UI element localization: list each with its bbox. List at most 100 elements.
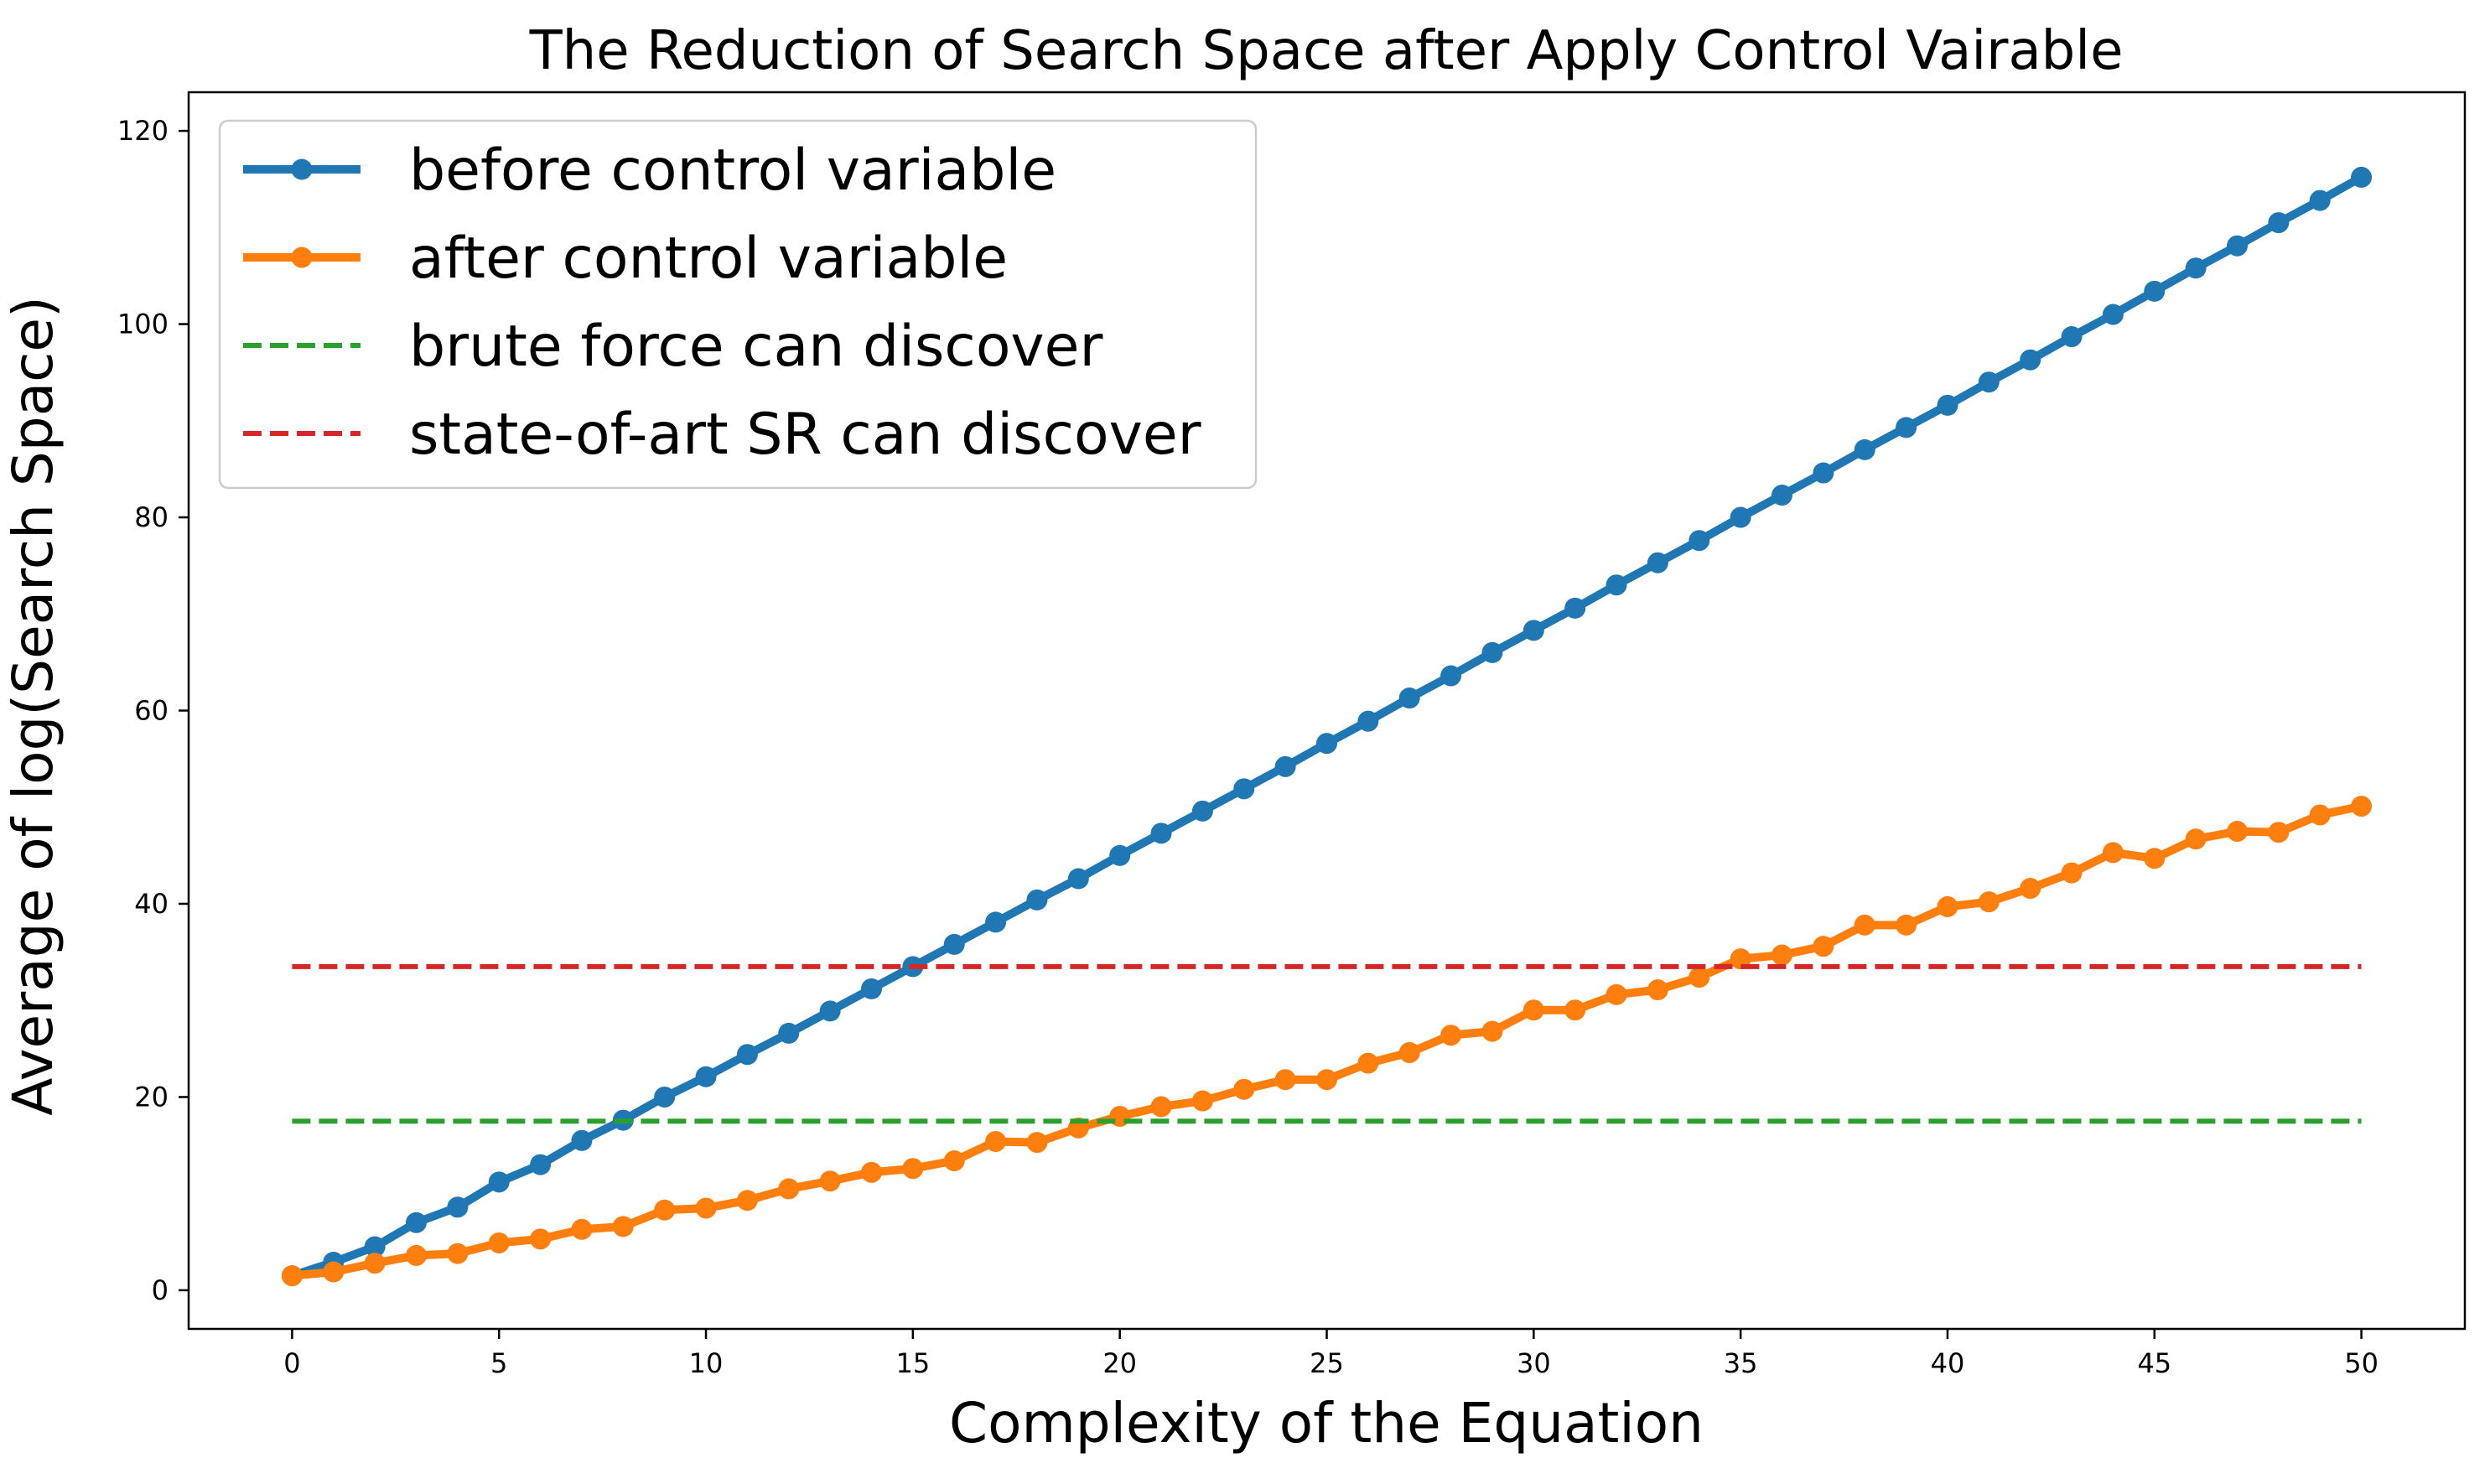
- data-point-before-control-variable: [1233, 778, 1255, 800]
- y-tick-label: 100: [117, 309, 169, 340]
- data-point-after-control-variable: [1481, 1020, 1503, 1042]
- data-point-after-control-variable: [1233, 1078, 1255, 1100]
- data-point-before-control-variable: [1606, 574, 1627, 596]
- data-point-before-control-variable: [1854, 438, 1875, 460]
- data-point-before-control-variable: [2102, 304, 2124, 325]
- data-point-after-control-variable: [447, 1243, 469, 1264]
- data-point-before-control-variable: [1026, 889, 1048, 911]
- data-point-before-control-variable: [2020, 349, 2041, 371]
- x-tick-label: 35: [1724, 1347, 1758, 1379]
- data-point-before-control-variable: [1523, 620, 1544, 641]
- series-before-control-variable: [281, 166, 2373, 1287]
- data-point-after-control-variable: [1772, 944, 1792, 966]
- y-tick-label: 60: [134, 695, 169, 727]
- y-axis: 0 20 40 60 80 100 120: [117, 115, 189, 1306]
- data-point-after-control-variable: [1150, 1096, 1172, 1118]
- data-point-before-control-variable: [406, 1212, 427, 1233]
- data-point-before-control-variable: [1978, 371, 2000, 393]
- data-point-before-control-variable: [1357, 710, 1379, 732]
- legend-items: before control variable after control var…: [243, 138, 1201, 468]
- data-point-before-control-variable: [2061, 326, 2083, 348]
- x-tick-label: 5: [490, 1347, 507, 1379]
- data-point-after-control-variable: [2102, 842, 2124, 864]
- data-point-before-control-variable: [364, 1236, 386, 1258]
- data-point-after-control-variable: [2309, 804, 2331, 826]
- x-tick-label: 25: [1310, 1347, 1344, 1379]
- y-tick-label: 40: [134, 888, 169, 920]
- data-point-before-control-variable: [1564, 597, 1586, 619]
- data-point-after-control-variable: [1689, 967, 1710, 988]
- data-point-after-control-variable: [654, 1199, 676, 1221]
- x-axis-title: Complexity of the Equation: [949, 1391, 1704, 1455]
- x-axis: 0 5 10 15 20 25 30 35 40 45 50: [283, 1329, 2378, 1379]
- data-point-after-control-variable: [1854, 914, 1875, 936]
- data-point-after-control-variable: [2351, 796, 2373, 817]
- data-point-after-control-variable: [1440, 1025, 1462, 1046]
- x-tick-label: 30: [1517, 1347, 1551, 1379]
- data-point-before-control-variable: [736, 1044, 758, 1066]
- data-point-after-control-variable: [778, 1178, 800, 1200]
- data-point-before-control-variable: [1689, 530, 1710, 552]
- data-point-before-control-variable: [1730, 506, 1751, 528]
- data-point-before-control-variable: [1647, 552, 1668, 573]
- data-point-before-control-variable: [571, 1129, 593, 1151]
- legend-label: brute force can discover: [409, 314, 1102, 380]
- series-after-control-variable: [281, 796, 2373, 1287]
- data-point-after-control-variable: [1357, 1052, 1379, 1074]
- data-point-after-control-variable: [2185, 828, 2207, 850]
- data-point-after-control-variable: [530, 1228, 552, 1250]
- data-point-after-control-variable: [1523, 999, 1544, 1021]
- data-point-after-control-variable: [736, 1190, 758, 1212]
- data-point-before-control-variable: [1316, 733, 1337, 755]
- data-point-before-control-variable: [695, 1066, 717, 1087]
- data-point-before-control-variable: [819, 1000, 841, 1022]
- data-point-after-control-variable: [281, 1265, 303, 1287]
- data-point-after-control-variable: [2268, 822, 2290, 843]
- data-point-before-control-variable: [2185, 257, 2207, 279]
- data-point-after-control-variable: [1274, 1069, 1296, 1091]
- data-point-after-control-variable: [1896, 914, 1917, 936]
- data-point-after-control-variable: [985, 1130, 1007, 1152]
- data-point-after-control-variable: [2061, 862, 2083, 884]
- y-tick-label: 120: [117, 115, 169, 147]
- legend-marker: [291, 158, 313, 180]
- legend-item-after-control-variable: after control variable: [243, 226, 1008, 292]
- data-point-before-control-variable: [1150, 822, 1172, 844]
- data-point-after-control-variable: [1191, 1090, 1213, 1112]
- data-point-after-control-variable: [488, 1232, 510, 1253]
- x-tick-label: 20: [1102, 1347, 1137, 1379]
- legend-label: after control variable: [409, 226, 1008, 292]
- x-tick-label: 45: [2137, 1347, 2171, 1379]
- data-point-before-control-variable: [2351, 166, 2373, 188]
- data-point-before-control-variable: [943, 933, 965, 955]
- data-point-after-control-variable: [695, 1197, 717, 1219]
- data-point-before-control-variable: [985, 911, 1007, 933]
- data-point-after-control-variable: [861, 1161, 882, 1183]
- data-point-before-control-variable: [2309, 189, 2331, 211]
- data-point-after-control-variable: [2144, 848, 2166, 869]
- data-point-after-control-variable: [902, 1158, 924, 1180]
- data-point-after-control-variable: [1398, 1041, 1420, 1063]
- data-point-before-control-variable: [488, 1171, 510, 1193]
- data-point-after-control-variable: [1978, 891, 2000, 913]
- data-point-before-control-variable: [778, 1022, 800, 1044]
- legend: before control variable after control var…: [218, 119, 1258, 490]
- x-tick-label: 0: [283, 1347, 300, 1379]
- data-point-before-control-variable: [1067, 868, 1089, 890]
- data-point-before-control-variable: [1813, 462, 1834, 484]
- data-point-after-control-variable: [323, 1261, 345, 1283]
- data-point-after-control-variable: [406, 1244, 427, 1266]
- y-tick-label: 80: [134, 501, 169, 533]
- legend-box: [218, 119, 1258, 490]
- data-point-before-control-variable: [1481, 641, 1503, 663]
- data-point-before-control-variable: [1274, 755, 1296, 777]
- data-point-before-control-variable: [1109, 844, 1131, 866]
- legend-item-state-of-art-sr-can-discover: state-of-art SR can discover: [243, 402, 1201, 468]
- data-point-after-control-variable: [571, 1218, 593, 1240]
- data-point-after-control-variable: [1937, 895, 1958, 917]
- data-point-before-control-variable: [861, 978, 882, 999]
- x-tick-label: 10: [689, 1347, 724, 1379]
- y-axis-title: Average of log(Search Space): [1, 296, 65, 1116]
- data-point-after-control-variable: [612, 1216, 634, 1238]
